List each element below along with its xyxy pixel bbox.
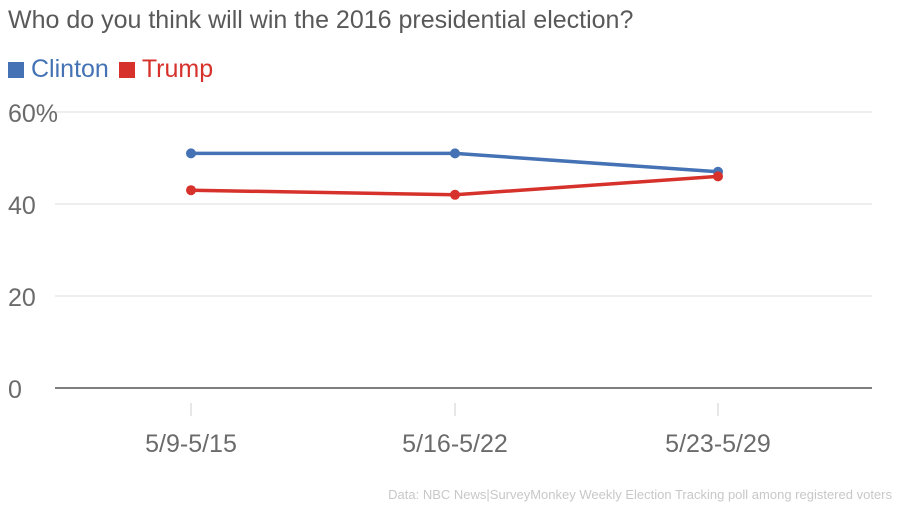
legend-item-trump: Trump [118, 55, 214, 84]
y-tick-label: 40 [8, 192, 36, 220]
legend-label-clinton: Clinton [31, 55, 109, 83]
data-point-clinton [450, 148, 460, 159]
data-point-trump [450, 189, 460, 200]
data-point-trump [713, 171, 723, 182]
chart-legend: Clinton Trump [8, 55, 223, 84]
legend-swatch-trump [118, 61, 135, 78]
legend-label-trump: Trump [141, 55, 214, 83]
x-tick-label: 5/16-5/22 [402, 430, 508, 458]
data-source-note: Data: NBC News|SurveyMonkey Weekly Elect… [388, 487, 892, 502]
y-tick-label: 60% [8, 100, 58, 128]
data-point-trump [186, 185, 196, 196]
legend-item-clinton: Clinton [8, 55, 109, 84]
y-tick-label: 20 [8, 284, 36, 312]
chart-title: Who do you think will win the 2016 presi… [8, 6, 634, 34]
x-tick-label: 5/9-5/15 [145, 430, 237, 458]
legend-swatch-clinton [8, 61, 24, 78]
x-tick-label: 5/23-5/29 [665, 430, 771, 458]
y-tick-label: 0 [8, 376, 22, 404]
data-point-clinton [186, 148, 196, 159]
